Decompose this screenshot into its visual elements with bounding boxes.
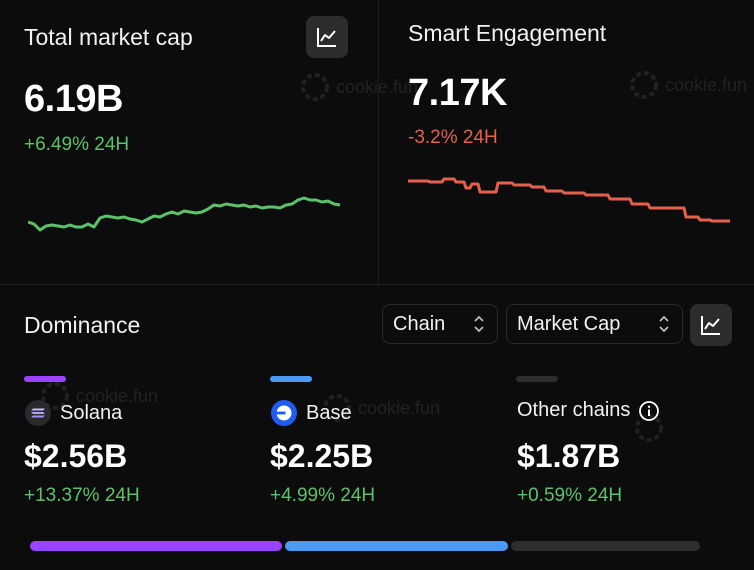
section-title: Dominance bbox=[24, 312, 141, 338]
chain-value: $2.25B bbox=[270, 438, 374, 474]
total-market-cap-change: +6.49% 24H bbox=[24, 134, 130, 155]
dominance-section: Dominance Chain Market Cap cookie.fun co… bbox=[0, 285, 754, 570]
watermark: cookie.fun bbox=[40, 381, 158, 411]
watermark: cookie.fun bbox=[322, 393, 440, 423]
market-cap-sparkline bbox=[28, 196, 341, 232]
solana-icon bbox=[25, 400, 51, 426]
chain-value: $1.87B bbox=[517, 438, 621, 474]
chain-change: +4.99% 24H bbox=[270, 485, 376, 506]
smart-engagement-value: 7.17K bbox=[408, 72, 507, 114]
chain-change: +0.59% 24H bbox=[517, 485, 623, 506]
watermark-text: cookie.fun bbox=[336, 77, 418, 98]
group-by-select-value: Chain bbox=[393, 312, 446, 335]
smart-engagement-sparkline bbox=[408, 177, 730, 223]
chart-view-button[interactable] bbox=[306, 16, 348, 58]
cookie-logo-icon bbox=[41, 382, 69, 410]
horizontal-divider bbox=[0, 284, 754, 285]
smart-engagement-change: -3.2% 24H bbox=[408, 127, 498, 148]
dominance-distribution-bar bbox=[30, 541, 700, 551]
smart-engagement-card: cookie.fun Smart Engagement 7.17K -3.2% … bbox=[379, 0, 754, 284]
chevron-up-down-icon bbox=[658, 314, 670, 334]
cookie-logo-icon bbox=[635, 414, 663, 442]
chart-view-button[interactable] bbox=[690, 304, 732, 346]
line-chart-icon bbox=[317, 28, 336, 47]
watermark: cookie.fun bbox=[629, 70, 747, 100]
metric-select[interactable]: Market Cap bbox=[506, 304, 683, 344]
total-market-cap-card: cookie.fun Total market cap 6.19B +6.49%… bbox=[0, 0, 418, 284]
group-by-select[interactable]: Chain bbox=[382, 304, 498, 344]
distribution-segment-solana bbox=[30, 541, 283, 551]
total-market-cap-value: 6.19B bbox=[24, 78, 123, 120]
chain-base: Base bbox=[270, 399, 352, 427]
cookie-logo-icon bbox=[323, 394, 351, 422]
distribution-segment-other-chains bbox=[510, 541, 700, 551]
info-icon[interactable] bbox=[638, 400, 660, 422]
watermark-text: cookie.fun bbox=[358, 397, 441, 418]
watermark-text: cookie.fun bbox=[665, 74, 748, 95]
metric-select-value: Market Cap bbox=[517, 312, 621, 335]
chain-other: Other chains bbox=[517, 399, 660, 422]
card-title: Total market cap bbox=[24, 24, 193, 50]
cookie-logo-icon bbox=[630, 71, 658, 99]
line-chart-icon bbox=[701, 316, 720, 335]
watermark bbox=[634, 413, 664, 443]
chevron-up-down-icon bbox=[473, 314, 485, 334]
chain-change: +13.37% 24H bbox=[24, 485, 140, 506]
chain-name-label: Other chains bbox=[517, 399, 631, 421]
vertical-divider bbox=[378, 0, 379, 284]
cookie-logo-icon bbox=[301, 73, 329, 101]
chain-name-label: Solana bbox=[60, 401, 123, 424]
distribution-segment-base bbox=[285, 541, 508, 551]
solana-color-tag bbox=[24, 376, 66, 382]
chain-name-label: Base bbox=[306, 401, 352, 424]
watermark-text: cookie.fun bbox=[76, 385, 159, 406]
watermark: cookie.fun bbox=[300, 72, 418, 102]
other-chains-color-tag bbox=[516, 376, 558, 382]
base-color-tag bbox=[270, 376, 312, 382]
chain-value: $2.56B bbox=[24, 438, 128, 474]
chain-solana: Solana bbox=[24, 399, 122, 427]
card-title: Smart Engagement bbox=[408, 20, 607, 46]
base-icon bbox=[271, 400, 297, 426]
